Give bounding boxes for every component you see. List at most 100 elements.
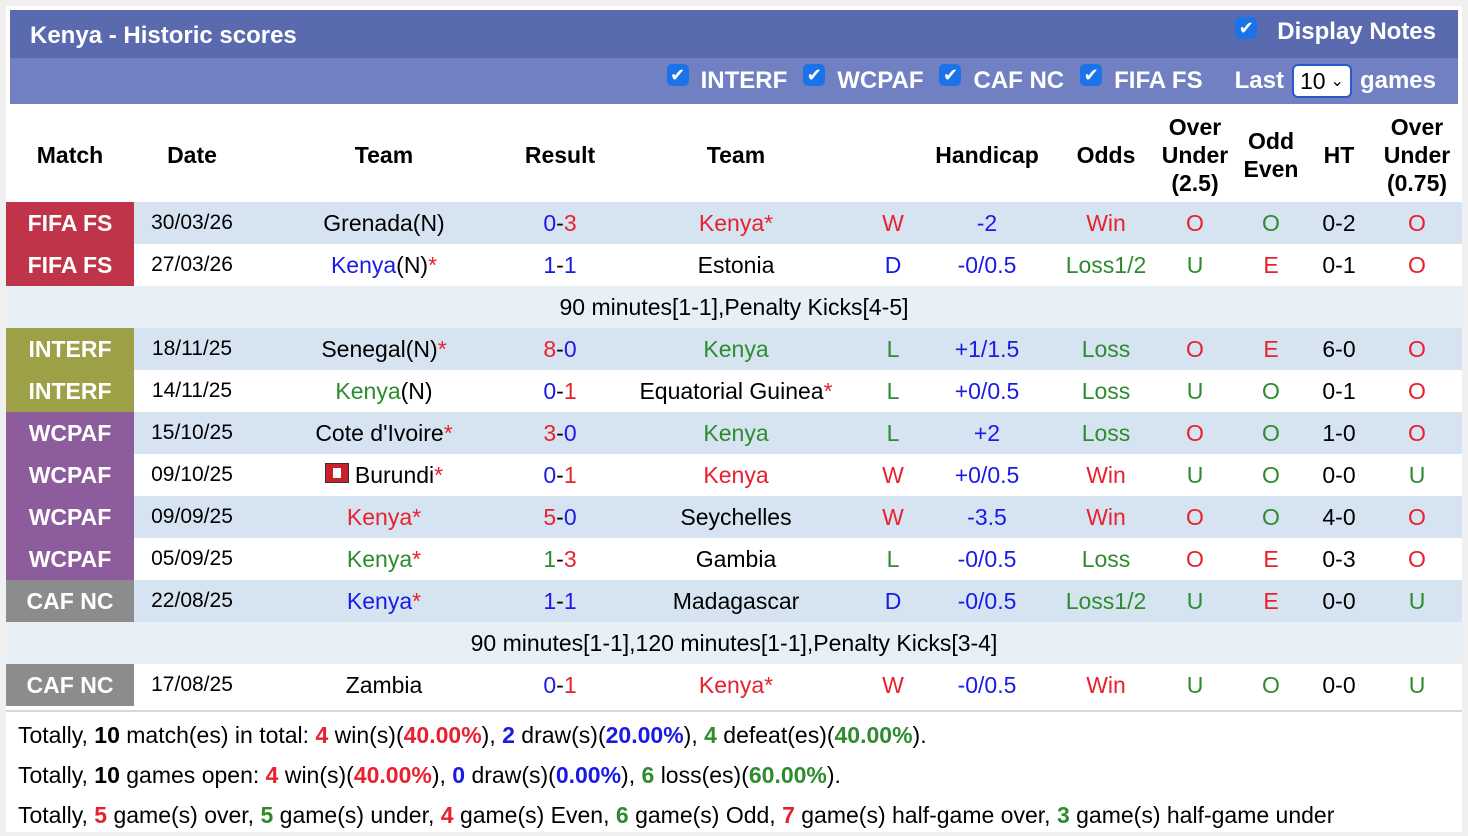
home-team: Kenya* [250, 496, 518, 538]
last-games-select[interactable]: 10 ⌄ [1291, 64, 1352, 98]
match-result: 1-1 [518, 244, 602, 286]
col-odds: Odds [1058, 108, 1154, 202]
title-bar: Kenya - Historic scores ✔ Display Notes [10, 10, 1458, 64]
filter-cafnc-label: CAF NC [973, 67, 1065, 94]
odds-result: Loss [1058, 370, 1154, 412]
away-score: 0 [563, 419, 577, 446]
over-under: U [1154, 244, 1236, 286]
away-score: 1 [563, 671, 577, 698]
half-time: 1-0 [1306, 412, 1372, 454]
odd-even: O [1236, 496, 1306, 538]
over-under: O [1154, 412, 1236, 454]
home-team: Grenada(N) [250, 202, 518, 244]
match-type: INTERF [6, 328, 134, 370]
display-notes-toggle[interactable]: ✔ Display Notes [1235, 17, 1436, 46]
match-type: FIFA FS [6, 202, 134, 244]
handicap: +1/1.5 [916, 328, 1058, 370]
wdl: W [870, 496, 916, 538]
last-games-value: 10 [1299, 67, 1326, 94]
table-row: WCPAF 09/09/25 Kenya* 5-0 Seychelles W -3.5 Win… [6, 496, 1462, 538]
filter-cafnc[interactable]: ✔ CAF NC [939, 64, 1065, 95]
col-over-under-ht: Over Under (0.75) [1372, 108, 1462, 202]
wdl: L [870, 538, 916, 580]
filter-fifafs-checkbox[interactable]: ✔ [1080, 64, 1103, 86]
handicap: +0/0.5 [916, 454, 1058, 496]
match-type: WCPAF [6, 454, 134, 496]
away-score: 3 [563, 545, 577, 572]
scores-panel: Kenya - Historic scores ✔ Display Notes … [6, 6, 1462, 832]
filter-fifafs-label: FIFA FS [1114, 67, 1203, 94]
half-time: 4-0 [1306, 496, 1372, 538]
match-result: 0-1 [518, 370, 602, 412]
over-under-ht: U [1372, 454, 1462, 496]
home-score: 0 [543, 209, 557, 236]
over-under-ht: O [1372, 202, 1462, 244]
table-row: INTERF 14/11/25 Kenya(N) 0-1 Equatorial Guin… [6, 370, 1462, 412]
over-under: U [1154, 580, 1236, 622]
match-date: 15/10/25 [134, 412, 250, 454]
filter-wcpaf-checkbox[interactable]: ✔ [803, 64, 826, 86]
wdl: D [870, 580, 916, 622]
away-score: 3 [563, 209, 577, 236]
match-result: 8-0 [518, 328, 602, 370]
wdl: W [870, 202, 916, 244]
col-result: Result [518, 108, 602, 202]
match-date: 27/03/26 [134, 244, 250, 286]
handicap: -0/0.5 [916, 664, 1058, 706]
filter-cafnc-checkbox[interactable]: ✔ [939, 64, 962, 86]
filter-interf[interactable]: ✔ INTERF [666, 64, 787, 95]
match-result: 0-1 [518, 664, 602, 706]
away-score: 0 [563, 335, 577, 362]
filter-fifafs[interactable]: ✔ FIFA FS [1080, 64, 1203, 95]
match-result: 0-1 [518, 454, 602, 496]
away-team: Kenya* [602, 202, 870, 244]
home-team: Burundi* [250, 454, 518, 496]
display-notes-checkbox[interactable]: ✔ [1235, 17, 1258, 39]
away-team: Kenya [602, 412, 870, 454]
odds-result: Win [1058, 202, 1154, 244]
home-score: 1 [543, 587, 557, 614]
away-score: 1 [563, 461, 577, 488]
away-team: Kenya* [602, 664, 870, 706]
over-under-ht: U [1372, 580, 1462, 622]
match-note: 90 minutes[1-1],Penalty Kicks[4-5] [6, 286, 1462, 328]
col-odd-even: Odd Even [1236, 108, 1306, 202]
odd-even: O [1236, 454, 1306, 496]
half-time: 0-2 [1306, 202, 1372, 244]
odd-even: E [1236, 538, 1306, 580]
odds-result: Loss [1058, 328, 1154, 370]
table-row: WCPAF 09/10/25 Burundi* 0-1 Kenya W +0/0.5 Win U… [6, 454, 1462, 496]
scores-table: Match Date Team Result Team Handicap Odd… [6, 108, 1462, 706]
odds-result: Win [1058, 454, 1154, 496]
over-under-ht: O [1372, 496, 1462, 538]
match-date: 22/08/25 [134, 580, 250, 622]
home-score: 1 [543, 251, 557, 278]
odd-even: E [1236, 244, 1306, 286]
over-under: O [1154, 328, 1236, 370]
col-ht: HT [1306, 108, 1372, 202]
wdl: W [870, 454, 916, 496]
match-result: 1-1 [518, 580, 602, 622]
home-score: 8 [543, 335, 557, 362]
home-team: Kenya* [250, 580, 518, 622]
burundi-flag-icon [324, 463, 349, 484]
filter-wcpaf-label: WCPAF [837, 67, 924, 94]
col-wdl [870, 108, 916, 202]
filter-interf-checkbox[interactable]: ✔ [666, 64, 689, 86]
match-type: WCPAF [6, 496, 134, 538]
handicap: +0/0.5 [916, 370, 1058, 412]
over-under-ht: O [1372, 538, 1462, 580]
table-row: CAF NC 17/08/25 Zambia 0-1 Kenya* W -0/0.5 Win U… [6, 664, 1462, 706]
away-team: Kenya [602, 454, 870, 496]
over-under: O [1154, 202, 1236, 244]
away-team: Gambia [602, 538, 870, 580]
match-result: 1-3 [518, 538, 602, 580]
match-result: 0-3 [518, 202, 602, 244]
games-label: games [1359, 67, 1436, 94]
over-under-ht: O [1372, 370, 1462, 412]
filter-wcpaf[interactable]: ✔ WCPAF [803, 64, 924, 95]
col-team2: Team [602, 108, 870, 202]
match-date: 09/10/25 [134, 454, 250, 496]
over-under-ht: O [1372, 328, 1462, 370]
odd-even: O [1236, 370, 1306, 412]
